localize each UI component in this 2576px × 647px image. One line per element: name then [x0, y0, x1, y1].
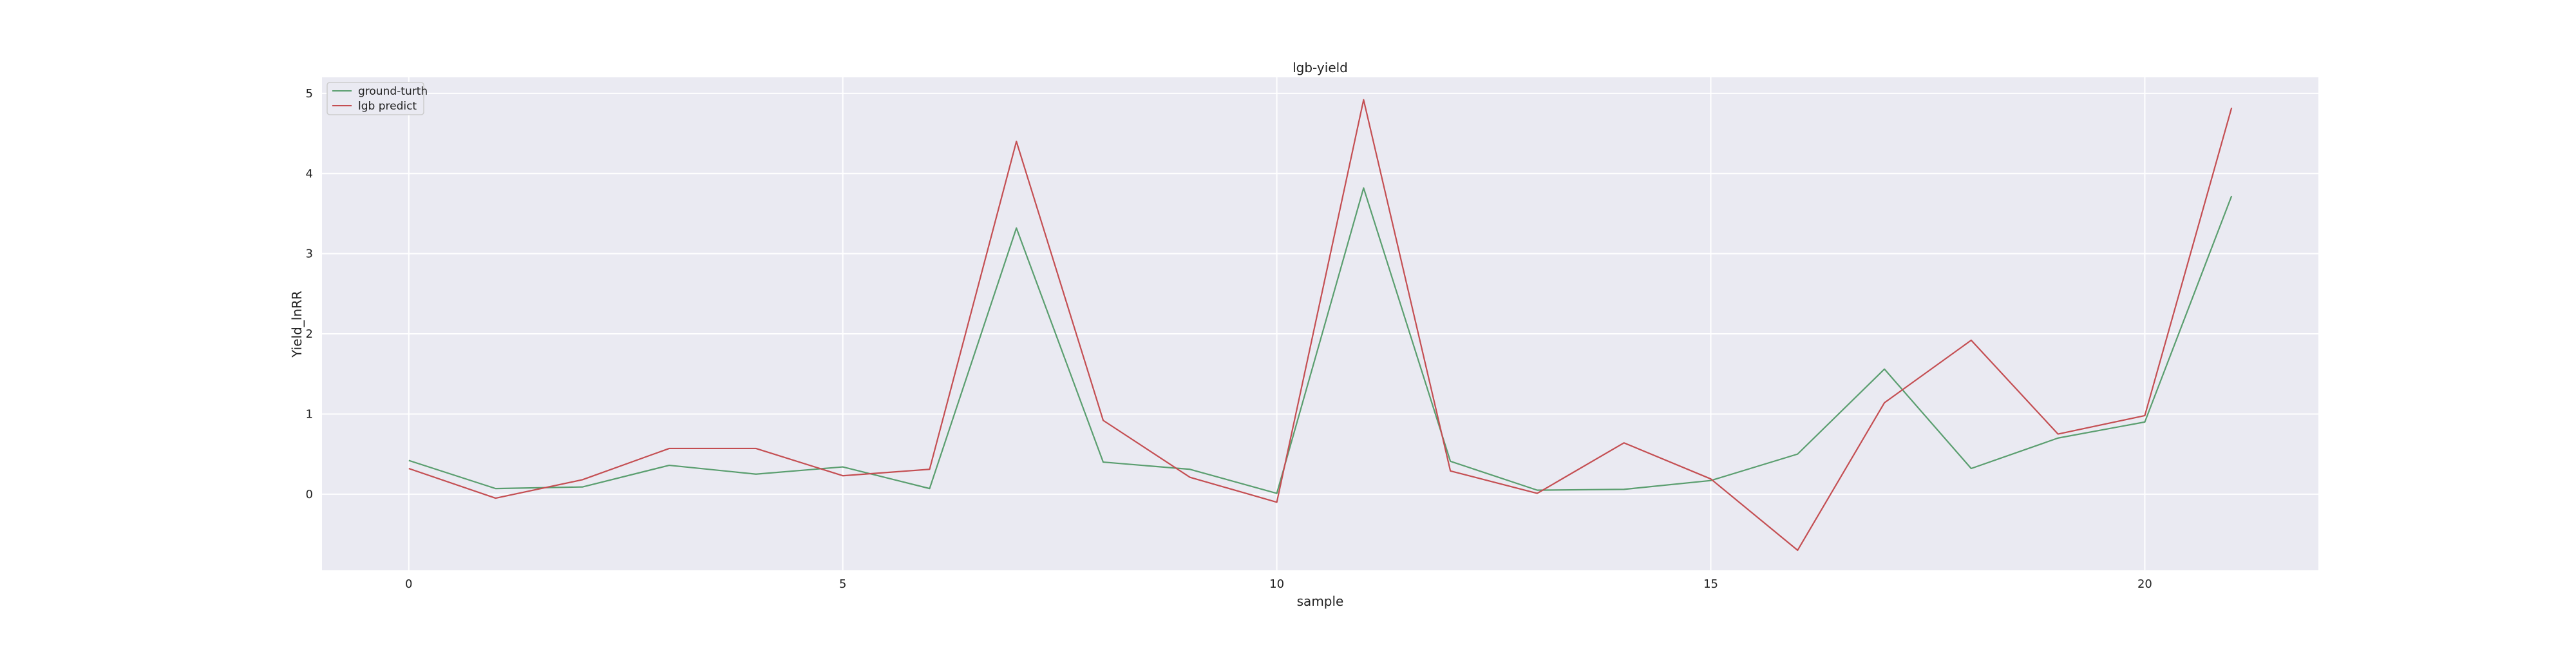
y-axis-label: Yield_lnRR: [289, 291, 305, 358]
x-tick-label: 10: [1269, 577, 1284, 591]
legend: ground-turth lgb predict: [327, 82, 428, 115]
y-tick-label: 1: [306, 407, 313, 421]
series-layer: [408, 99, 2233, 552]
x-tick-label: 20: [2137, 577, 2152, 591]
y-tick-label: 4: [306, 167, 313, 180]
series-line-lgb-predict: [408, 99, 2233, 552]
series-line-ground-turth: [408, 187, 2233, 494]
x-axis-label: sample: [1297, 594, 1344, 609]
y-tick-label: 5: [306, 87, 313, 101]
legend-label-lgb-predict: lgb predict: [358, 100, 417, 113]
y-tick-label: 3: [306, 247, 313, 261]
grid-layer: [322, 77, 2318, 570]
plot-background: [322, 77, 2318, 570]
y-tick-label: 2: [306, 327, 313, 341]
tick-layer: 0 5 10 15 20 0 1 2 3 4 5: [306, 87, 2152, 591]
chart-title: lgb-yield: [1293, 60, 1348, 75]
legend-label-ground-turth: ground-turth: [358, 85, 428, 98]
x-tick-label: 15: [1703, 577, 1718, 591]
x-tick-label: 0: [405, 577, 412, 591]
x-tick-label: 5: [839, 577, 846, 591]
y-tick-label: 0: [306, 488, 313, 501]
